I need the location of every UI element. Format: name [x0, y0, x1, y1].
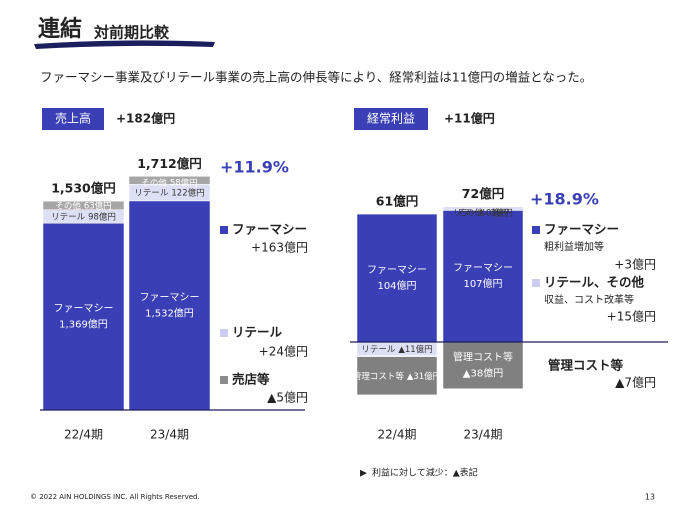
- legend-swatch: [532, 279, 540, 287]
- segment-value: ▲31億円: [407, 370, 441, 381]
- x-tick-label: 22/4期: [378, 428, 417, 442]
- legend-name: 管理コスト等: [548, 358, 624, 373]
- title: 連結: [38, 16, 82, 42]
- copyright: © 2022 AIN HOLDINGS INC. All Rights Rese…: [30, 493, 200, 501]
- subtitle: 対前期比較: [93, 24, 170, 42]
- footnote-arrow: ▶: [360, 469, 367, 479]
- segment-value: 1,369億円: [59, 318, 108, 331]
- legend-name: ファーマシー: [544, 222, 619, 237]
- legend-note: 収益、コスト改革等: [544, 293, 634, 306]
- segment-label: その他 58億円: [141, 177, 197, 188]
- segment-label: リテール 98億円: [51, 211, 116, 222]
- legend-delta: +24億円: [259, 345, 308, 359]
- x-tick-label: 23/4期: [150, 428, 189, 442]
- chart-label: 経常利益: [367, 112, 415, 126]
- chart-label: 売上高: [55, 111, 91, 126]
- chart-change: +182億円: [116, 111, 175, 126]
- bar-segment: [442, 210, 524, 343]
- chart-change: +11億円: [444, 111, 495, 126]
- segment-value: ▲11億円: [398, 343, 432, 354]
- growth: +11.9%: [220, 158, 289, 177]
- total-label: 72億円: [462, 186, 504, 201]
- segment-value: 107億円: [463, 277, 502, 290]
- segment-name: リテール: [361, 344, 396, 354]
- segment-label: その他 0億円: [458, 207, 509, 218]
- segment-label: リテール ▲11億円: [361, 343, 432, 354]
- title-underline: [34, 40, 215, 49]
- total-label: 1,712億円: [137, 156, 202, 171]
- segment-value: 58億円: [170, 177, 198, 188]
- segment-value: ▲38億円: [463, 366, 503, 379]
- segment-label: リテール 3億円: [453, 207, 512, 218]
- x-tick-label: 22/4期: [64, 428, 103, 442]
- segment-label: リテール 122億円: [134, 187, 204, 198]
- segment-value: 104億円: [377, 279, 416, 292]
- chart-label-box: [354, 108, 428, 130]
- legend-name: リテール: [232, 325, 283, 340]
- segment-value: 0億円: [486, 207, 508, 218]
- bar-segment: [128, 176, 211, 185]
- segment-name: 管理コスト等: [453, 350, 513, 363]
- segment-value: 3億円: [490, 207, 512, 218]
- legend-swatch: [220, 376, 228, 384]
- segment-name: リテール: [453, 208, 488, 218]
- legend-swatch: [532, 226, 540, 234]
- legend-note: 粗利益増加等: [544, 240, 604, 253]
- segment-name: 管理コスト等: [353, 370, 405, 381]
- footnote: 利益に対して減少：▲表記: [372, 467, 478, 479]
- segment-name: ファーマシー: [54, 304, 114, 315]
- segment-value: 98億円: [88, 211, 116, 222]
- legend-name: リテール、その他: [544, 275, 645, 290]
- growth: +18.9%: [530, 190, 599, 209]
- segment-value: 63億円: [84, 200, 112, 211]
- segment-name: ファーマシー: [453, 263, 513, 274]
- segment-name: その他: [458, 207, 484, 218]
- lead: ファーマシー事業及びリテール事業の売上高の伸長等により、経常利益は11億円の増益…: [40, 70, 592, 85]
- legend-name: 売店等: [232, 372, 270, 387]
- bar-segment: [442, 206, 524, 211]
- bar-segment: [356, 356, 438, 396]
- segment-name: その他: [141, 177, 167, 188]
- legend-delta: +3億円: [614, 258, 656, 272]
- bar-segment: [128, 200, 211, 411]
- segment-name: その他: [55, 200, 81, 211]
- segment-name: リテール: [134, 188, 169, 198]
- segment-value: 122億円: [171, 187, 204, 198]
- bar-segment: [42, 200, 125, 211]
- segment-value: 1,532億円: [145, 306, 194, 319]
- legend-delta: +15億円: [607, 310, 656, 324]
- segment-label: 管理コスト等 ▲31億円: [353, 370, 441, 381]
- legend-delta: ▲5億円: [267, 391, 308, 405]
- chart-label-box: [42, 108, 104, 130]
- total-label: 1,530億円: [51, 181, 116, 196]
- segment-name: ファーマシー: [367, 265, 427, 276]
- legend-name: ファーマシー: [232, 222, 307, 237]
- x-tick-label: 23/4期: [464, 428, 503, 442]
- segment-label: その他 63億円: [55, 200, 111, 211]
- bar-segment: [42, 222, 125, 411]
- total-label: 61億円: [376, 194, 418, 209]
- legend-swatch: [220, 226, 228, 234]
- segment-name: ファーマシー: [140, 292, 200, 303]
- segment-name: リテール: [51, 212, 86, 222]
- page-number: 13: [645, 493, 655, 502]
- bar-segment: [442, 341, 524, 389]
- legend-delta: ▲7億円: [615, 376, 656, 390]
- legend-swatch: [220, 329, 228, 337]
- bar-segment: [356, 213, 438, 343]
- legend-delta: +163億円: [251, 241, 308, 255]
